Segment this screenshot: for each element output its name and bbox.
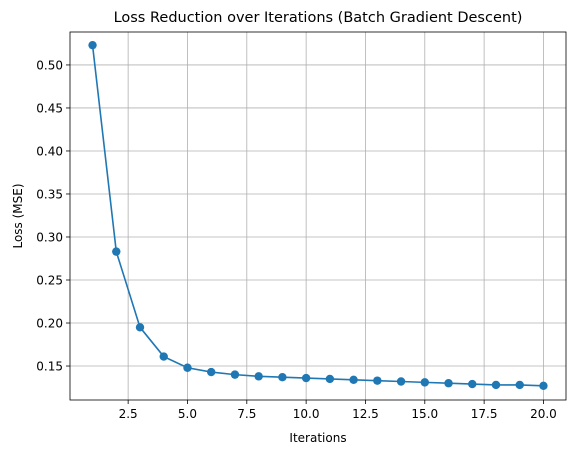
loss-data-point bbox=[349, 376, 357, 384]
loss-data-point bbox=[231, 370, 239, 378]
loss-data-point bbox=[326, 375, 334, 383]
loss-data-point bbox=[88, 41, 96, 49]
grid-layer bbox=[70, 32, 566, 400]
y-tick-label: 0.15 bbox=[36, 360, 63, 374]
y-tick-label: 0.20 bbox=[36, 317, 63, 331]
loss-data-point bbox=[254, 372, 262, 380]
x-tick-label: 2.5 bbox=[119, 407, 138, 421]
y-tick-label: 0.50 bbox=[36, 58, 63, 72]
loss-data-point bbox=[539, 382, 547, 390]
series-layer bbox=[88, 41, 547, 390]
loss-data-point bbox=[492, 381, 500, 389]
loss-data-point bbox=[136, 323, 144, 331]
loss-data-point bbox=[207, 368, 215, 376]
y-axis-label: Loss (MSE) bbox=[11, 183, 25, 248]
x-tick-label: 7.5 bbox=[237, 407, 256, 421]
loss-data-point bbox=[516, 381, 524, 389]
y-tick-label: 0.40 bbox=[36, 144, 63, 158]
loss-data-point bbox=[468, 380, 476, 388]
y-tick-label: 0.25 bbox=[36, 274, 63, 288]
x-tick-label: 20.0 bbox=[530, 407, 557, 421]
x-tick-label: 17.5 bbox=[471, 407, 498, 421]
loss-data-point bbox=[183, 364, 191, 372]
y-tick-label: 0.35 bbox=[36, 187, 63, 201]
x-tick-label: 15.0 bbox=[411, 407, 438, 421]
loss-data-point bbox=[421, 378, 429, 386]
x-tick-label: 5.0 bbox=[178, 407, 197, 421]
loss-data-point bbox=[302, 374, 310, 382]
loss-series-line bbox=[93, 45, 544, 386]
loss-data-point bbox=[112, 247, 120, 255]
loss-data-point bbox=[160, 352, 168, 360]
loss-data-point bbox=[373, 376, 381, 384]
x-tick-label: 10.0 bbox=[293, 407, 320, 421]
x-tick-label: 12.5 bbox=[352, 407, 379, 421]
plot-frame bbox=[70, 32, 566, 400]
loss-data-point bbox=[278, 373, 286, 381]
chart-title: Loss Reduction over Iterations (Batch Gr… bbox=[114, 10, 523, 26]
y-tick-label: 0.30 bbox=[36, 230, 63, 244]
loss-data-point bbox=[397, 377, 405, 385]
loss-data-point bbox=[444, 379, 452, 387]
y-tick-label: 0.45 bbox=[36, 101, 63, 115]
x-axis-label: Iterations bbox=[289, 431, 346, 445]
